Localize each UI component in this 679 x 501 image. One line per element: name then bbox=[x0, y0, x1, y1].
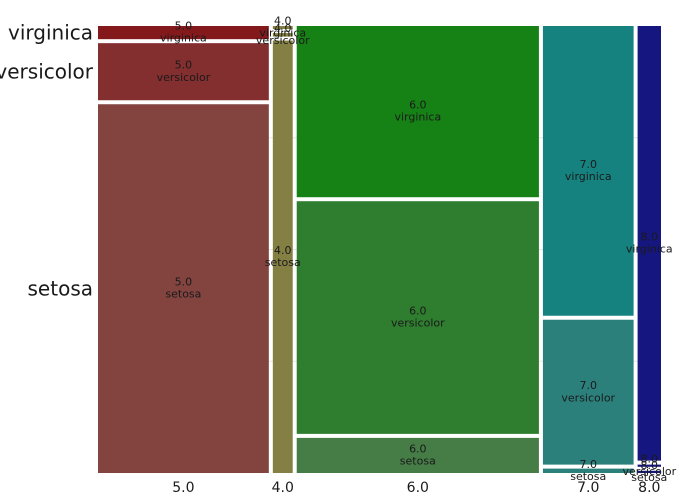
mosaic-tile-7-0-versicolor bbox=[542, 319, 634, 465]
mosaic-tile-6-0-versicolor bbox=[296, 201, 539, 434]
tile-label: 4.0 setosa bbox=[265, 244, 301, 269]
x-axis-tick-labels: 5.0 4.0 6.0 7.0 8.0 bbox=[172, 480, 660, 496]
y-axis-tick-labels: setosa versicolor virginica bbox=[0, 21, 94, 301]
mosaic-tile-4-0-virginica bbox=[272, 26, 293, 30]
mosaic-tile-6-0-virginica bbox=[296, 26, 539, 198]
x-tick-label: 7.0 bbox=[577, 480, 599, 496]
tile-label: 5.0 setosa bbox=[165, 276, 201, 301]
tile-label: 8.0 versicolor bbox=[622, 453, 676, 478]
x-tick-label: 4.0 bbox=[272, 480, 294, 496]
mosaic-tile-4-0-setosa bbox=[272, 40, 293, 474]
tile-label: 6.0 setosa bbox=[400, 442, 436, 467]
tile-label: 7.0 virginica bbox=[565, 158, 612, 183]
tile-label: 6.0 versicolor bbox=[391, 305, 445, 330]
mosaic-tile-8-0-virginica bbox=[637, 26, 661, 461]
x-tick-label: 6.0 bbox=[407, 480, 429, 496]
mosaic-tile-7-0-setosa bbox=[542, 468, 634, 473]
tile-label: 7.0 setosa bbox=[570, 458, 606, 483]
y-tick-label: setosa bbox=[28, 277, 93, 301]
mosaic-tile-5-0-setosa bbox=[98, 104, 269, 474]
tile-label: 5.0 virginica bbox=[160, 20, 207, 45]
mosaic-tile-5-0-virginica bbox=[98, 26, 269, 40]
tile-label: 6.0 virginica bbox=[394, 99, 441, 124]
mosaic-tile-8-0-versicolor bbox=[637, 464, 661, 467]
y-tick-label: versicolor bbox=[0, 60, 94, 84]
x-tick-label: 5.0 bbox=[172, 480, 194, 496]
tile-label: 7.0 versicolor bbox=[561, 379, 615, 404]
x-tick-label: 8.0 bbox=[638, 480, 660, 496]
tile-label: 8.0 setosa bbox=[631, 459, 667, 484]
mosaic-tile-7-0-virginica bbox=[542, 26, 634, 316]
tile-labels: 5.0 setosa 5.0 versicolor 5.0 virginica 4.0 set… bbox=[157, 15, 677, 484]
mosaic-tile-5-0-versicolor bbox=[98, 43, 269, 101]
mosaic-tile-8-0-setosa bbox=[637, 470, 661, 473]
mosaic-tile-4-0-versicolor bbox=[272, 33, 293, 37]
tile-label: 5.0 versicolor bbox=[157, 59, 211, 84]
tile-label: 4.0 versicolor bbox=[256, 22, 310, 47]
tile-label: 8.0 virginica bbox=[626, 230, 673, 255]
mosaic-tiles bbox=[98, 26, 661, 474]
tile-label: 4.0 virginica bbox=[259, 15, 306, 40]
mosaic-tile-6-0-setosa bbox=[296, 437, 539, 473]
y-tick-label: virginica bbox=[8, 21, 93, 45]
